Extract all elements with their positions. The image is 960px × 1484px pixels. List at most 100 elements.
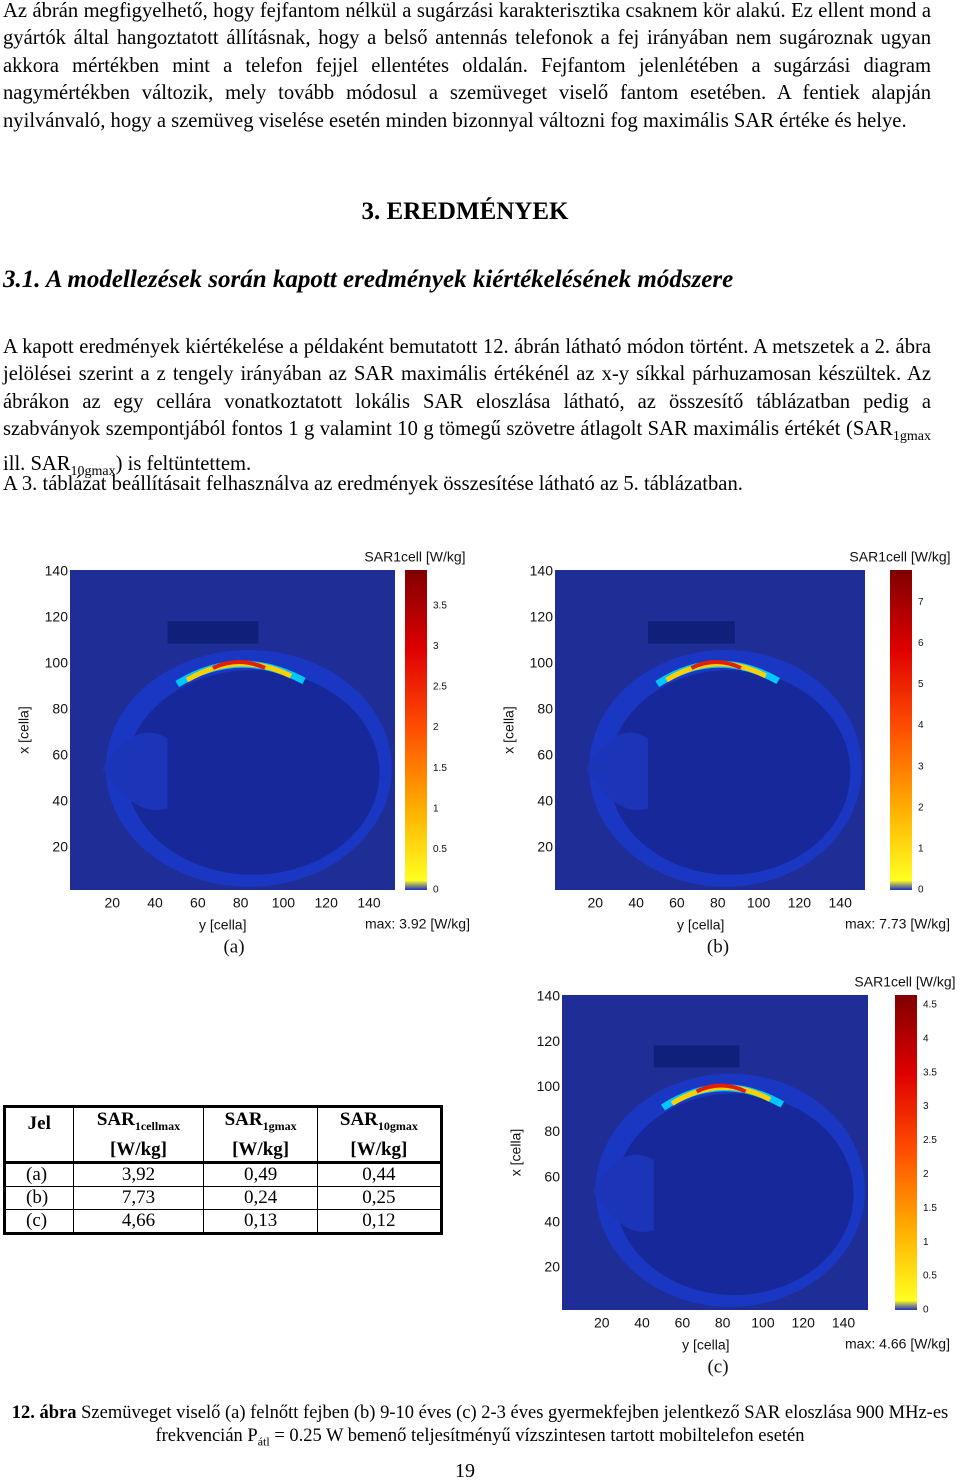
subscript: 1gmax [892,429,931,445]
table-cell: (c) [4,1208,74,1234]
x-tick-label: 20 [588,895,604,911]
colorbar [405,570,427,890]
subscript: 10gmax [70,463,116,479]
header-unit: [W/kg] [350,1138,408,1160]
x-tick-label: 80 [710,895,726,911]
table-header: Jel SAR1cellmax [W/kg] SAR1gmax [W/kg] SAR10g… [4,1106,443,1164]
x-tick-label: 20 [104,895,120,911]
text: A kapott eredmények kiértékelése a példa… [3,336,931,441]
colorbar-tick-label: 0.5 [433,844,447,855]
y-tick-label: 120 [45,609,69,625]
subscript: átl [257,1434,270,1449]
header-cell: SAR1cellmax [W/kg] [72,1106,205,1164]
head-interior [614,1093,854,1296]
colorbar-tick-label: 3.5 [923,1067,937,1078]
table-cell: 7,73 [72,1185,205,1210]
x-axis-label: y [cella] [682,1337,729,1353]
y-tick-label: 40 [544,1214,560,1230]
header-cell: SAR1gmax [W/kg] [203,1106,318,1164]
page-number: 19 [455,1460,475,1482]
hot-spot [670,1084,772,1106]
hot-spot [690,660,742,670]
y-tick-label: 60 [537,747,553,763]
table-cell: 0,49 [203,1161,318,1187]
y-tick-label: 60 [544,1168,560,1184]
header-unit: [W/kg] [109,1138,167,1160]
face-region [592,1154,654,1232]
y-tick-label: 100 [537,1078,561,1094]
phone-region [648,621,735,644]
x-tick-label: 100 [751,1315,775,1331]
table-cell: (b) [4,1185,74,1210]
colorbar [895,995,917,1310]
table-cell: 0,25 [316,1185,443,1210]
colorbar-tick-label: 7 [918,597,924,608]
colorbar-tick-label: 0 [923,1305,929,1316]
max-label: max: 4.66 [W/kg] [845,1336,950,1352]
table-cell: 0,12 [316,1208,443,1234]
y-tick-label: 40 [52,793,68,809]
x-tick-label: 100 [747,895,771,911]
caption-text: = 0.25 W bemenő teljesítményű vízszintes… [269,1426,805,1446]
header-text: SAR [96,1109,135,1130]
x-tick-label: 60 [190,895,206,911]
figure-panel: SAR1cell [W/kg] 0 0.5 1 1.5 2 2.5 3 3.5 140 120 100… [16,549,470,958]
x-tick-label: 60 [675,1315,691,1331]
figure-panel: SAR1cell [W/kg] 0 1 2 3 4 5 6 7 140 120 100 80 60 40 20… [501,549,951,958]
table-cell: (a) [4,1161,74,1187]
face-region [586,732,648,811]
colorbar-tick-label: 0.5 [923,1271,937,1282]
panel-label: (c) [707,1356,728,1377]
header-cell: SAR10gmax [W/kg] [316,1106,443,1164]
x-tick-label: 80 [715,1315,731,1331]
colorbar-tick-label: 1.5 [923,1203,937,1214]
x-tick-label: 120 [315,895,339,911]
y-axis-label: x [cella] [16,706,32,753]
phone-region [167,621,259,644]
y-tick-label: 60 [52,747,68,763]
y-axis-label: x [cella] [501,706,517,753]
header-text: SAR [224,1109,263,1130]
table-cell: 0,13 [203,1208,318,1234]
y-tick-label: 20 [544,1259,560,1275]
colorbar-tick-label: 2 [923,1169,929,1180]
colorbar-tick-label: 2.5 [923,1135,937,1146]
x-axis-label: y [cella] [199,917,246,933]
table-row: (a) 3,92 0,49 0,44 [4,1161,443,1187]
x-tick-label: 40 [634,1315,650,1331]
subscript: 10gmax [377,1118,418,1133]
paragraph: A 3. táblázat beállításait felhasználva … [3,473,743,495]
hot-spot [665,661,767,683]
y-tick-label: 100 [45,655,69,671]
colorbar-tick-label: 6 [918,638,924,649]
colorbar-tick-label: 0 [918,885,924,896]
hot-spot [212,660,266,670]
subsection-heading: 3.1. A modellezések során kapott eredmén… [3,266,734,293]
text: ill. SAR [3,452,71,475]
y-tick-label: 20 [52,839,68,855]
max-label: max: 7.73 [W/kg] [845,916,950,932]
colorbar-title: SAR1cell [W/kg] [364,549,465,565]
y-tick-label: 120 [537,1033,561,1049]
colorbar-tick-label: 2 [918,802,924,813]
figure-panel: SAR1cell [W/kg] 0 0.5 1 1.5 2 2.5 3 3.5 4 4.5 140 12… [508,974,956,1378]
paragraph: A kapott eredmények kiértékelése a példa… [3,334,931,485]
colorbar-tick-label: 2 [433,722,439,733]
head-interior [608,670,851,875]
panel-label: (b) [707,936,729,957]
colorbar-tick-label: 0 [433,885,439,896]
hot-spot [695,1083,747,1094]
x-tick-label: 100 [272,895,296,911]
y-tick-label: 20 [537,839,553,855]
y-tick-label: 140 [537,988,561,1004]
y-tick-label: 140 [45,563,69,579]
header-text: Jel [27,1113,51,1134]
y-tick-label: 40 [537,793,553,809]
colorbar-title: SAR1cell [W/kg] [854,974,955,990]
colorbar-tick-label: 5 [918,679,924,690]
face-region [102,732,168,811]
colorbar-tick-label: 1 [433,803,439,814]
x-tick-label: 120 [792,1315,816,1331]
panel-label: (a) [223,936,244,957]
caption: 12. ábra Szemüveget viselő (a) felnőtt f… [0,1402,960,1454]
